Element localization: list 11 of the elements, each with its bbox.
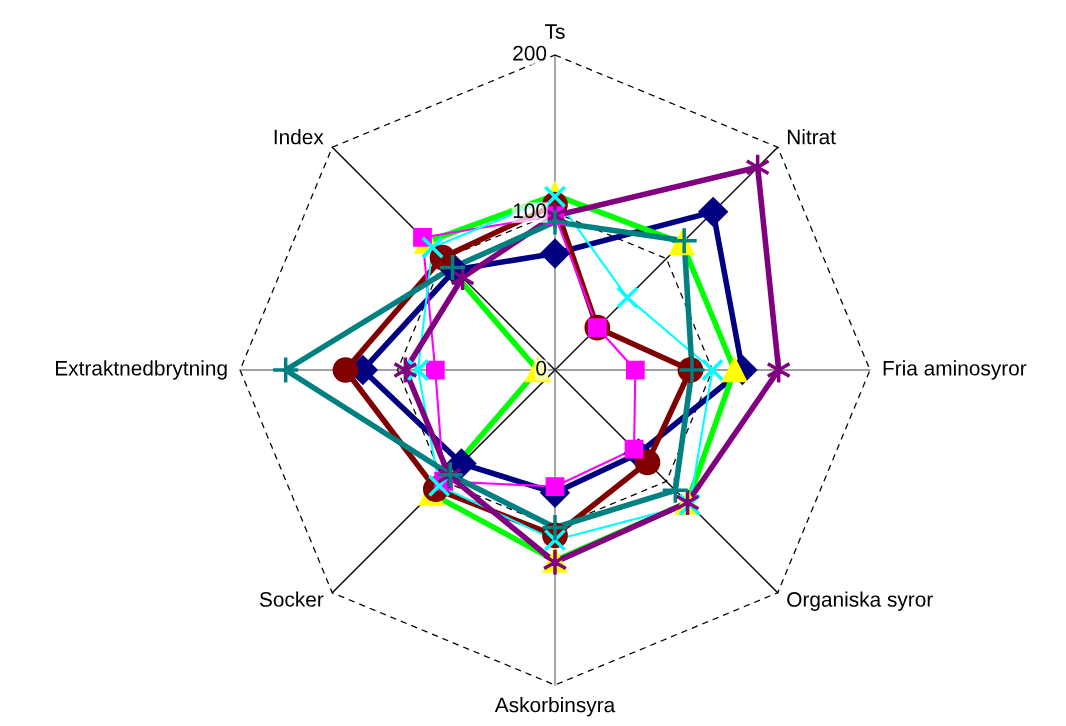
spoke-label: Nitrat <box>787 129 836 145</box>
spoke-label: Organiska syror <box>787 591 933 611</box>
y-tick-label: 0 <box>536 360 547 376</box>
spoke-label: Index <box>274 129 324 145</box>
spoke-label: Extraktnedbrytning <box>56 360 227 380</box>
y-tick-label: 100 <box>513 203 547 219</box>
spoke-label: Askorbinsyra <box>494 697 616 717</box>
spoke-label: Fria aminosyror <box>883 360 1027 380</box>
y-tick-label: 200 <box>513 45 547 61</box>
spoke-label: Socker <box>259 591 324 607</box>
spoke-label: Ts <box>545 24 565 39</box>
